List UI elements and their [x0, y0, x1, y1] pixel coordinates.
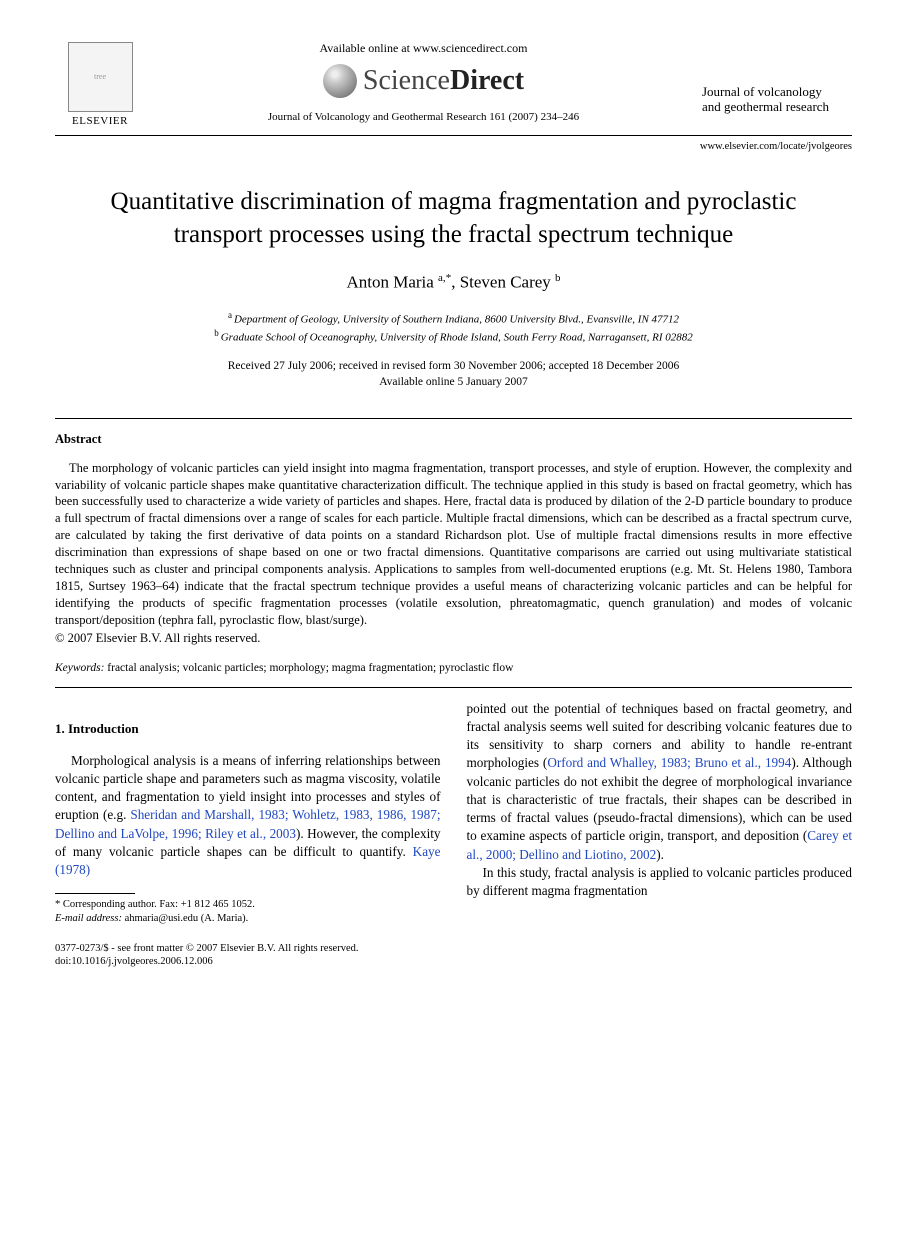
column-right: pointed out the potential of techniques …	[467, 700, 853, 926]
dates-l1: Received 27 July 2006; received in revis…	[228, 360, 680, 372]
available-online-text: Available online at www.sciencedirect.co…	[145, 40, 702, 56]
col2-para-1: pointed out the potential of techniques …	[467, 700, 853, 864]
body-columns: 1. Introduction Morphological analysis i…	[55, 700, 852, 926]
col1-para-1: Morphological analysis is a means of inf…	[55, 752, 441, 880]
aff-a-sup: a	[228, 310, 232, 320]
bottom-bar: 0377-0273/$ - see front matter © 2007 El…	[55, 942, 852, 969]
corresponding-footnote: * Corresponding author. Fax: +1 812 465 …	[55, 898, 441, 925]
aff-b-sup: b	[214, 328, 219, 338]
author-2-aff: b	[555, 272, 561, 284]
ref-link-3[interactable]: Orford and Whalley, 1983; Bruno et al., …	[547, 755, 791, 770]
fn-corr-lbl: * Corresponding author.	[55, 899, 159, 910]
column-left: 1. Introduction Morphological analysis i…	[55, 700, 441, 926]
dates-l2: Available online 5 January 2007	[379, 376, 528, 388]
sd-light: Science	[363, 65, 450, 96]
fn-email-lbl: E-mail address:	[55, 913, 122, 924]
issn-line: 0377-0273/$ - see front matter © 2007 El…	[55, 943, 358, 954]
keywords-line: Keywords: fractal analysis; volcanic par…	[55, 661, 852, 677]
fn-corr-fax: Fax: +1 812 465 1052.	[159, 899, 254, 910]
journal-name: Journal of volcanology and geothermal re…	[702, 85, 852, 115]
abstract-body: The morphology of volcanic particles can…	[55, 460, 852, 629]
sciencedirect-ball-icon	[323, 64, 357, 98]
author-2: Steven Carey	[460, 273, 551, 292]
sd-bold: Direct	[450, 65, 524, 96]
sciencedirect-wordmark: ScienceDirect	[363, 62, 524, 100]
aff-b: Graduate School of Oceanography, Univers…	[221, 332, 693, 344]
elsevier-label: ELSEVIER	[72, 114, 128, 129]
author-1-aff: a,	[438, 272, 446, 284]
article-dates: Received 27 July 2006; received in revis…	[55, 358, 852, 390]
elsevier-tree-icon: tree	[68, 42, 133, 112]
page-header: tree ELSEVIER Available online at www.sc…	[55, 40, 852, 136]
aff-a: Department of Geology, University of Sou…	[234, 313, 679, 325]
journal-name-l1: Journal of volcanology	[702, 84, 822, 99]
abstract-label: Abstract	[55, 431, 852, 448]
author-sep: ,	[451, 273, 460, 292]
article-title: Quantitative discrimination of magma fra…	[75, 186, 832, 251]
authors-line: Anton Maria a,*, Steven Carey b	[55, 271, 852, 295]
journal-name-l2: and geothermal research	[702, 99, 829, 114]
affiliations: aDepartment of Geology, University of So…	[55, 309, 852, 346]
elsevier-block: tree ELSEVIER	[55, 42, 145, 129]
author-1: Anton Maria	[346, 273, 433, 292]
section-1-heading: 1. Introduction	[55, 720, 441, 738]
keywords-label: Keywords:	[55, 662, 104, 674]
footnote-rule	[55, 893, 135, 894]
header-right-block: Journal of volcanology and geothermal re…	[702, 85, 852, 129]
journal-reference: Journal of Volcanology and Geothermal Re…	[145, 110, 702, 125]
fn-email-val[interactable]: ahmaria@usi.edu	[122, 913, 201, 924]
keywords-text: fractal analysis; volcanic particles; mo…	[104, 662, 513, 674]
sciencedirect-block: Available online at www.sciencedirect.co…	[145, 40, 702, 129]
sciencedirect-logo: ScienceDirect	[145, 62, 702, 100]
journal-url[interactable]: www.elsevier.com/locate/jvolgeores	[55, 140, 852, 154]
abstract-copyright: © 2007 Elsevier B.V. All rights reserved…	[55, 630, 852, 647]
doi-line[interactable]: doi:10.1016/j.jvolgeores.2006.12.006	[55, 956, 213, 967]
rule-above-abstract	[55, 418, 852, 419]
col2-para-2: In this study, fractal analysis is appli…	[467, 864, 853, 900]
fn-email-who: (A. Maria).	[201, 913, 249, 924]
c2p1-c: ).	[656, 847, 664, 862]
rule-below-keywords	[55, 687, 852, 688]
